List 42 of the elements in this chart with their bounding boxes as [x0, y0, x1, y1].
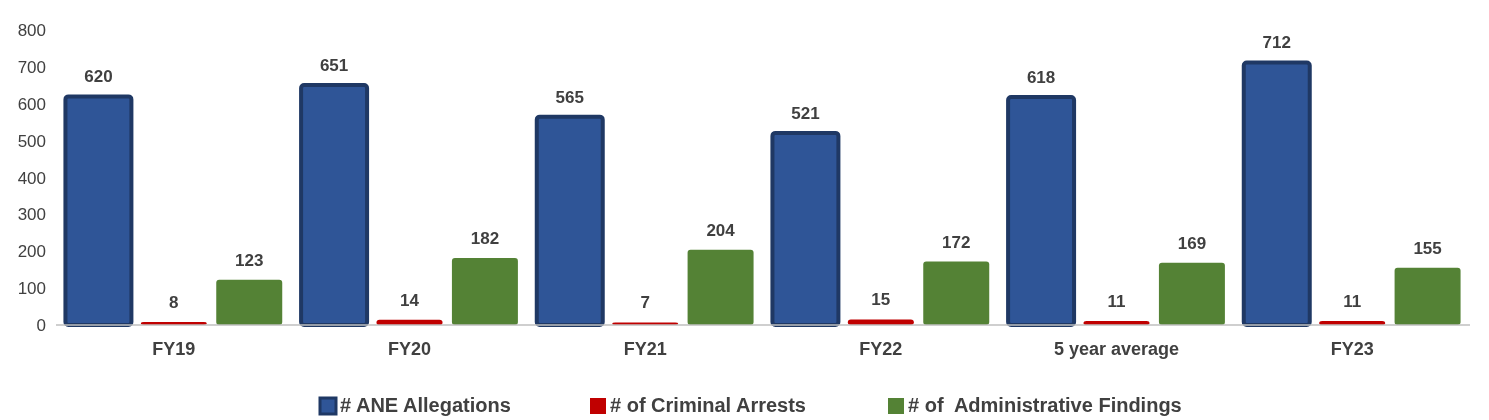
- bar: [451, 257, 518, 325]
- x-tick-label: FY21: [623, 339, 667, 359]
- bar: [923, 261, 990, 325]
- legend-label: # of Criminal Arrests: [610, 394, 806, 416]
- y-tick-label: 800: [17, 21, 46, 40]
- y-tick-label: 0: [36, 316, 46, 335]
- y-tick-label: 400: [17, 168, 46, 188]
- data-label: 172: [942, 232, 971, 252]
- data-label: 521: [791, 103, 820, 123]
- data-label: 651: [319, 55, 349, 75]
- legend-label: # of Administrative Findings: [908, 394, 1182, 416]
- data-label: 204: [706, 220, 736, 240]
- bar: [216, 279, 283, 325]
- data-label: 155: [1413, 238, 1442, 258]
- y-tick-label: 100: [17, 279, 46, 299]
- y-tick-label: 700: [17, 57, 46, 77]
- data-label: 182: [470, 228, 500, 248]
- bar: [687, 249, 754, 325]
- x-tick-label: FY19: [152, 339, 196, 359]
- data-label: 169: [1177, 233, 1207, 253]
- data-label: 618: [1026, 68, 1056, 88]
- data-label: 11: [1107, 291, 1126, 311]
- data-label: 14: [400, 290, 420, 310]
- bar: [1158, 262, 1225, 325]
- data-label: 8: [169, 293, 179, 313]
- data-label: 15: [871, 290, 891, 310]
- y-tick-label: 500: [17, 131, 46, 151]
- x-tick-label: FY22: [859, 339, 903, 359]
- data-label: 7: [640, 293, 650, 313]
- data-label: 123: [235, 250, 264, 270]
- data-label: 11: [1343, 291, 1362, 311]
- data-label: 620: [84, 67, 113, 87]
- data-label: 565: [555, 87, 584, 107]
- y-tick-label: 600: [17, 94, 46, 114]
- x-tick-label: 5 year average: [1053, 339, 1180, 359]
- x-tick-label: FY20: [387, 339, 432, 359]
- data-label: 712: [1262, 33, 1291, 53]
- bar: [1394, 267, 1461, 325]
- y-tick-label: 200: [17, 242, 46, 262]
- legend-label: # ANE Allegations: [340, 394, 511, 416]
- y-tick-label: 300: [17, 205, 46, 225]
- x-tick-label: FY23: [1330, 339, 1374, 359]
